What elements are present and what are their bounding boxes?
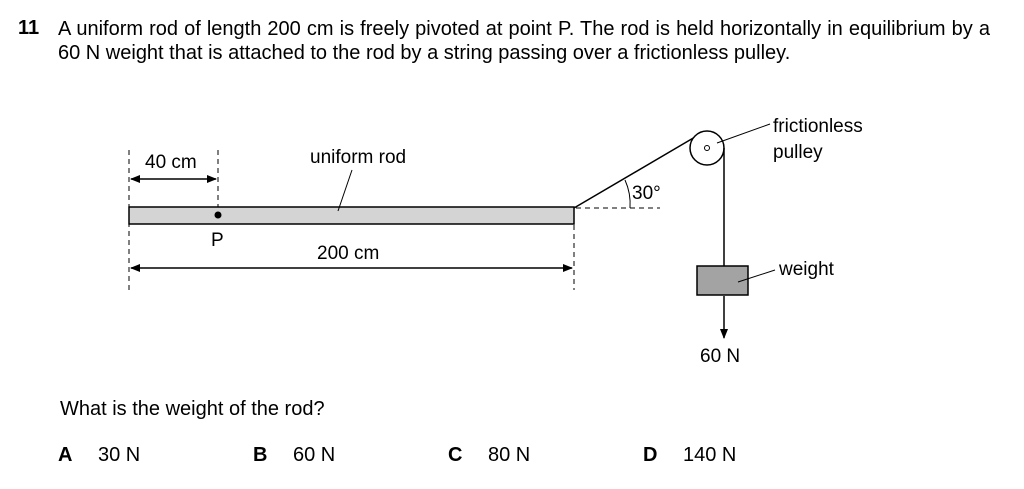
label-200cm: 200 cm — [317, 243, 379, 264]
option-b[interactable]: B 60 N — [253, 444, 335, 467]
string-inclined — [573, 136, 696, 209]
option-text: 140 N — [683, 444, 737, 466]
pulley-leader — [716, 123, 771, 144]
option-letter: B — [253, 444, 268, 466]
option-d[interactable]: D 140 N — [643, 444, 736, 467]
option-letter: A — [58, 444, 73, 466]
question-prompt: What is the weight of the rod? — [60, 398, 325, 420]
angle-arc — [624, 179, 631, 209]
pivot-point — [214, 211, 222, 219]
label-uniform-rod: uniform rod — [310, 147, 406, 168]
label-40cm: 40 cm — [145, 152, 197, 173]
label-pulley-line2: pulley — [773, 142, 823, 163]
question-stem: A uniform rod of length 200 cm is freely… — [58, 18, 990, 64]
label-angle: 30° — [632, 183, 661, 204]
option-letter: C — [448, 444, 463, 466]
option-a[interactable]: A 30 N — [58, 444, 140, 467]
label-weight: weight — [778, 259, 835, 280]
option-c[interactable]: C 80 N — [448, 444, 530, 467]
question-number: 11 — [18, 17, 40, 39]
option-letter: D — [643, 444, 658, 466]
uniform-rod-leader — [337, 169, 353, 212]
option-text: 80 N — [488, 444, 531, 466]
weight-leader — [737, 269, 776, 283]
pulley-axle — [704, 145, 710, 151]
option-text: 30 N — [98, 444, 141, 466]
label-P: P — [211, 230, 224, 251]
option-text: 60 N — [293, 444, 336, 466]
label-pulley-line1: frictionless — [773, 116, 863, 137]
weight-block — [696, 265, 749, 296]
uniform-rod — [128, 206, 575, 225]
label-force: 60 N — [700, 346, 740, 367]
